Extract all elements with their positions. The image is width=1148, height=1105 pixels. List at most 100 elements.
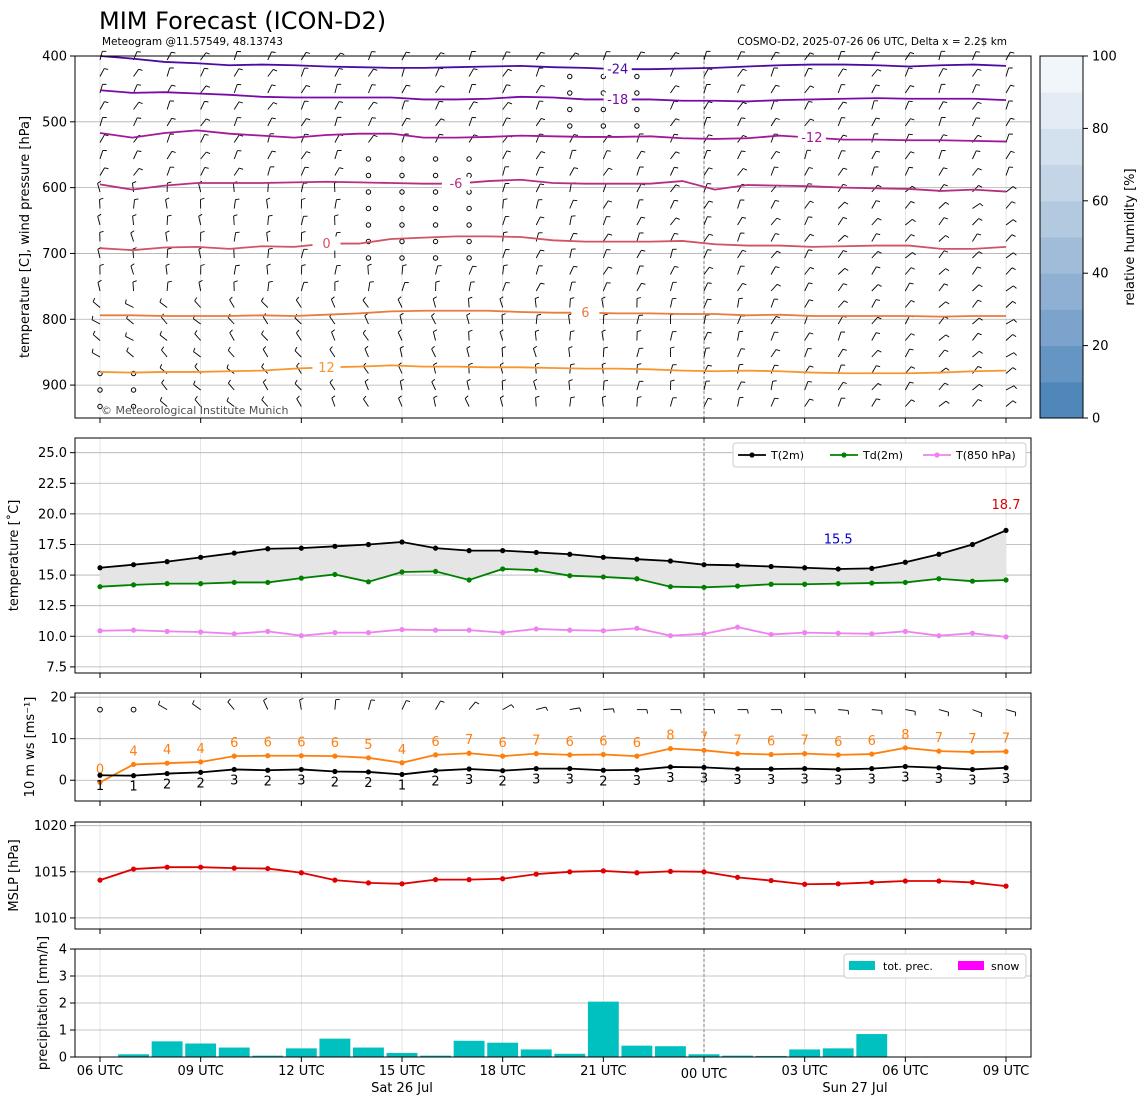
wind-barb [161, 382, 168, 391]
wind-barb [804, 348, 809, 358]
wind-speed-label: 3 [666, 771, 674, 786]
wind-barb-flag [1012, 334, 1017, 338]
data-point [902, 559, 908, 565]
data-point [466, 877, 472, 883]
wind-barb [703, 249, 708, 259]
wind-barb-flag [808, 282, 813, 285]
wind-barb-flag [842, 217, 848, 220]
wind-barb-flag [674, 199, 679, 202]
data-point [802, 766, 808, 772]
y-tick-label: 3 [59, 970, 67, 985]
wind-barb [569, 183, 572, 193]
series-T(2m) [97, 527, 1009, 572]
wind-barb [125, 303, 134, 308]
wind-barb [192, 703, 201, 710]
wind-barb-flag [809, 200, 814, 204]
wind-barb [262, 316, 269, 325]
precip-bar [151, 1041, 183, 1057]
data-point [130, 582, 137, 588]
wind-barb [602, 233, 609, 242]
calm-marker [466, 205, 472, 212]
wind-barb [972, 233, 978, 242]
wind-barb-flag [573, 265, 578, 268]
wind-barb-flag [944, 250, 949, 253]
wind-barb [904, 167, 910, 176]
wind-barb [804, 150, 808, 160]
data-point [835, 881, 841, 887]
wind-barb-flag [977, 167, 982, 171]
wind-barb [804, 332, 810, 341]
data-point [802, 565, 808, 571]
wind-barb-flag [194, 363, 198, 367]
wind-barb [267, 69, 274, 77]
wind-barb [770, 166, 775, 176]
wind-barb-flag [306, 85, 311, 88]
wind-barb-flag [104, 167, 109, 170]
wind-barb [166, 151, 173, 160]
wind-speed-label: 2 [599, 774, 607, 789]
data-point [969, 541, 976, 548]
wind-barb [837, 283, 844, 292]
y-tick-label: 15.0 [38, 569, 67, 584]
wind-speed-label: 6 [297, 736, 305, 751]
wind-barb-flag [608, 167, 613, 171]
wind-barb-flag [775, 117, 780, 120]
wind-barb-flag [876, 332, 881, 334]
wind-barb [229, 332, 235, 341]
wind-barb [468, 282, 472, 292]
wind-barb-flag [908, 166, 914, 169]
calm-marker [432, 189, 439, 195]
wind-barb-flag [909, 381, 914, 384]
wind-barb [193, 384, 201, 391]
wind-barb-flag [138, 68, 143, 71]
wind-barb [367, 282, 371, 292]
wind-barb [502, 117, 508, 127]
wind-barb-flag [943, 68, 948, 70]
wind-barb [904, 234, 912, 242]
wind-barb [1005, 352, 1015, 358]
data-point [298, 633, 304, 639]
precip-bar [655, 1046, 686, 1057]
data-point [634, 767, 640, 773]
wind-barb-flag [500, 395, 505, 399]
wind-barb [125, 336, 134, 341]
wind-barb-flag [670, 379, 675, 382]
wind-barb-flag [808, 249, 813, 251]
wind-barb-flag [540, 84, 545, 87]
wind-barb [703, 381, 707, 391]
wind-barb [636, 381, 640, 391]
wind-barb [972, 203, 981, 209]
wind-barb [499, 298, 504, 308]
date-label: Sun 27 Jul [822, 1081, 887, 1096]
wind-barb-flag [305, 51, 311, 54]
wind-barb [972, 101, 979, 110]
wind-barb-flag [876, 200, 881, 202]
wind-barb [362, 300, 369, 308]
wind-barb-flag [977, 399, 982, 402]
panel-precipitation: 0 1 2 3 4 precipitation [mm/h] tot. prec. snow [36, 936, 1032, 1070]
wind-barb-flag [261, 297, 264, 302]
series-line [99, 765, 1007, 777]
wind-barb [871, 284, 879, 292]
wind-barb [871, 133, 875, 143]
precip-bar [621, 1045, 653, 1057]
wind-barb-flag [810, 266, 815, 270]
wind-barb-flag [306, 151, 311, 154]
wind-barb [670, 249, 674, 259]
data-point [734, 751, 741, 757]
data-point [466, 766, 472, 772]
wind-barb-flag [741, 51, 746, 53]
wind-barb-flag [205, 85, 210, 88]
wind-barb-flag [261, 330, 264, 335]
data-point [936, 633, 942, 639]
wind-barb [1005, 252, 1014, 259]
wind-barb-flag [604, 379, 609, 382]
wind-barb-flag [573, 134, 579, 136]
wind-barb [938, 150, 943, 160]
wind-barb [166, 281, 169, 292]
wind-barb-flag [171, 51, 176, 54]
wind-barb [99, 150, 104, 160]
calm-marker [600, 123, 607, 129]
isotherm-label: -18 [607, 93, 628, 108]
data-point [667, 633, 674, 639]
